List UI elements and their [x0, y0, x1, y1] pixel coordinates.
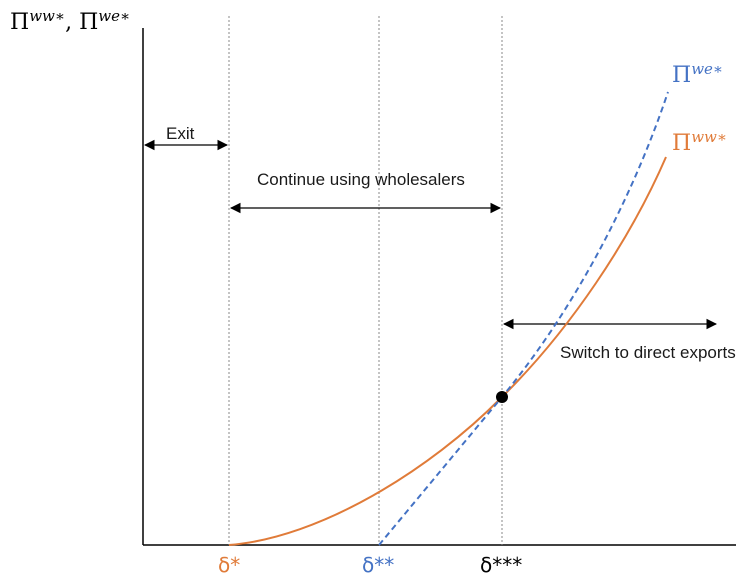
continue-label: Continue using wholesalers	[257, 170, 465, 189]
switch-label: Switch to direct exports	[560, 343, 736, 362]
pi-ww-label: Πww∗	[672, 128, 727, 156]
tick-delta-2star: δ**	[362, 553, 394, 577]
pi-we-curve	[378, 91, 669, 546]
tick-delta-star: δ*	[218, 553, 240, 577]
pi-we-label: Πwe∗	[672, 60, 723, 88]
axis-title: Πww∗, Πwe∗	[10, 7, 130, 35]
intersection-point	[496, 391, 508, 403]
exit-label: Exit	[166, 124, 195, 143]
tick-delta-3star: δ***	[480, 553, 522, 577]
